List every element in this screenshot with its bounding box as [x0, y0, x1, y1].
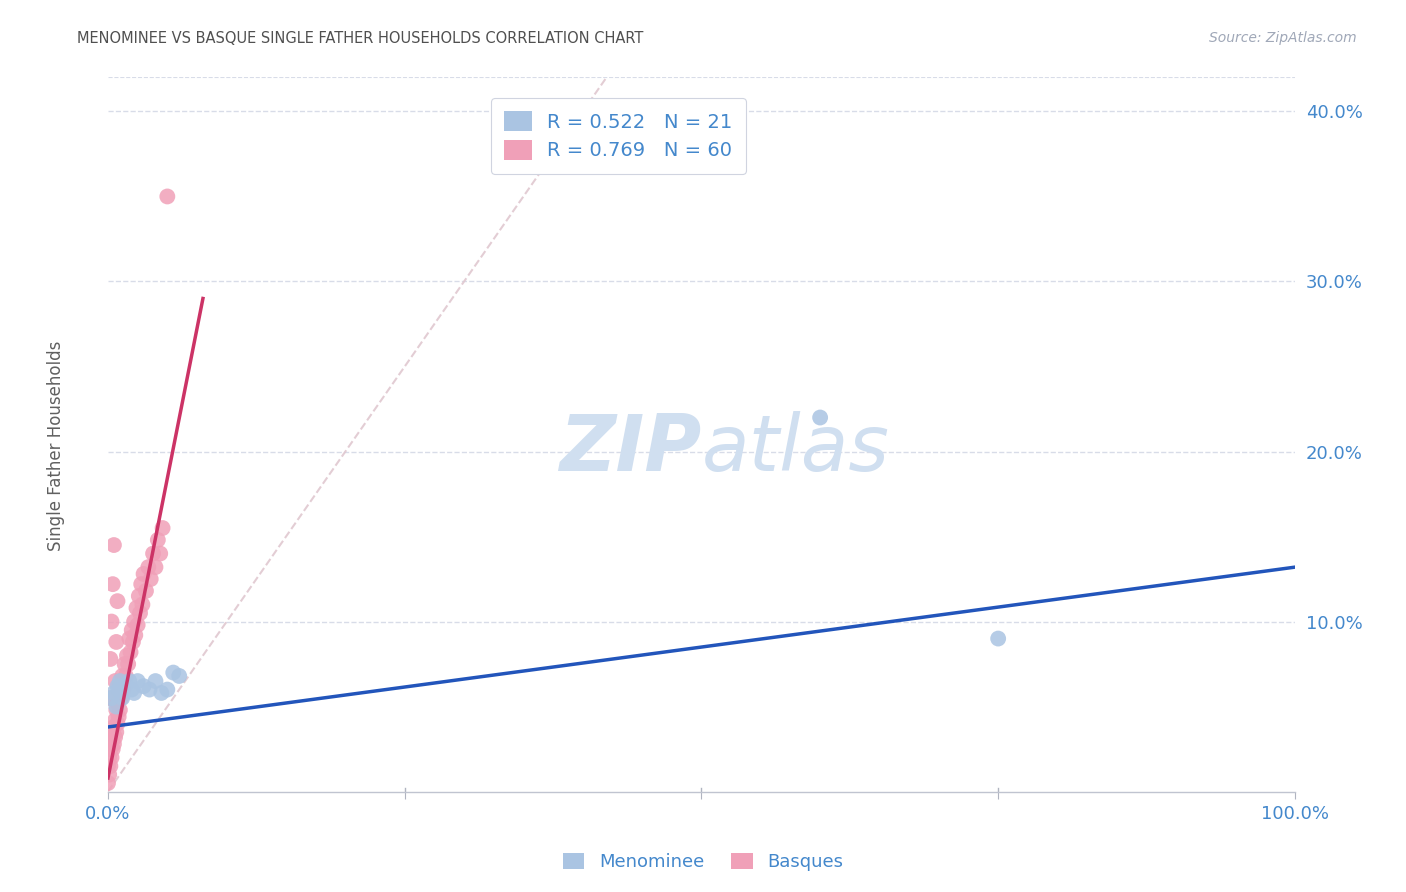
- Point: [122, 635, 145, 649]
- Point: [167, 669, 190, 683]
- Text: ZIP: ZIP: [560, 411, 702, 487]
- Point: [156, 682, 179, 697]
- Point: [98, 742, 121, 756]
- Text: atlas: atlas: [702, 411, 890, 487]
- Point: [107, 710, 129, 724]
- Point: [118, 674, 141, 689]
- Point: [100, 615, 122, 629]
- Point: [103, 538, 125, 552]
- Point: [118, 632, 141, 646]
- Point: [149, 547, 172, 561]
- Point: [101, 577, 124, 591]
- Text: MENOMINEE VS BASQUE SINGLE FATHER HOUSEHOLDS CORRELATION CHART: MENOMINEE VS BASQUE SINGLE FATHER HOUSEH…: [77, 31, 644, 46]
- Point: [132, 566, 155, 581]
- Point: [124, 628, 146, 642]
- Point: [111, 669, 134, 683]
- Point: [101, 742, 124, 756]
- Point: [107, 679, 129, 693]
- Point: [138, 560, 160, 574]
- Point: [987, 632, 1010, 646]
- Point: [97, 759, 120, 773]
- Point: [107, 716, 129, 731]
- Point: [808, 410, 831, 425]
- Point: [131, 598, 153, 612]
- Point: [103, 686, 125, 700]
- Point: [97, 733, 120, 747]
- Point: [107, 594, 129, 608]
- Point: [107, 686, 129, 700]
- Text: Single Father Households: Single Father Households: [48, 341, 65, 551]
- Point: [142, 547, 165, 561]
- Point: [145, 560, 167, 574]
- Point: [105, 725, 128, 739]
- Point: [100, 733, 122, 747]
- Legend: Menominee, Basques: Menominee, Basques: [555, 846, 851, 879]
- Point: [101, 725, 124, 739]
- Point: [105, 699, 128, 714]
- Point: [115, 648, 138, 663]
- Point: [114, 657, 136, 671]
- Point: [145, 674, 167, 689]
- Point: [129, 577, 152, 591]
- Point: [152, 521, 174, 535]
- Point: [105, 703, 128, 717]
- Point: [98, 767, 121, 781]
- Point: [117, 657, 139, 671]
- Point: [114, 677, 136, 691]
- Point: [150, 686, 173, 700]
- Point: [103, 737, 125, 751]
- Point: [120, 645, 142, 659]
- Point: [98, 652, 121, 666]
- Point: [111, 691, 134, 706]
- Point: [98, 750, 121, 764]
- Point: [121, 623, 143, 637]
- Point: [146, 533, 169, 547]
- Point: [98, 691, 121, 706]
- Point: [100, 691, 122, 706]
- Point: [104, 730, 127, 744]
- Point: [104, 674, 127, 689]
- Point: [110, 691, 132, 706]
- Point: [135, 583, 157, 598]
- Point: [138, 682, 160, 697]
- Point: [139, 572, 162, 586]
- Point: [132, 679, 155, 693]
- Point: [122, 615, 145, 629]
- Point: [98, 759, 121, 773]
- Point: [156, 189, 179, 203]
- Point: [107, 696, 129, 710]
- Point: [103, 720, 125, 734]
- Point: [108, 679, 131, 693]
- Point: [128, 589, 150, 603]
- Point: [127, 618, 149, 632]
- Point: [162, 665, 184, 680]
- Point: [112, 682, 135, 697]
- Point: [107, 682, 129, 697]
- Text: Source: ZipAtlas.com: Source: ZipAtlas.com: [1209, 31, 1357, 45]
- Point: [122, 686, 145, 700]
- Point: [104, 713, 127, 727]
- Point: [100, 750, 122, 764]
- Point: [127, 674, 149, 689]
- Legend: R = 0.522   N = 21, R = 0.769   N = 60: R = 0.522 N = 21, R = 0.769 N = 60: [491, 98, 747, 174]
- Point: [97, 776, 120, 790]
- Point: [108, 703, 131, 717]
- Point: [108, 674, 131, 689]
- Point: [125, 601, 148, 615]
- Point: [105, 635, 128, 649]
- Point: [129, 606, 152, 620]
- Point: [114, 669, 136, 683]
- Point: [121, 682, 143, 697]
